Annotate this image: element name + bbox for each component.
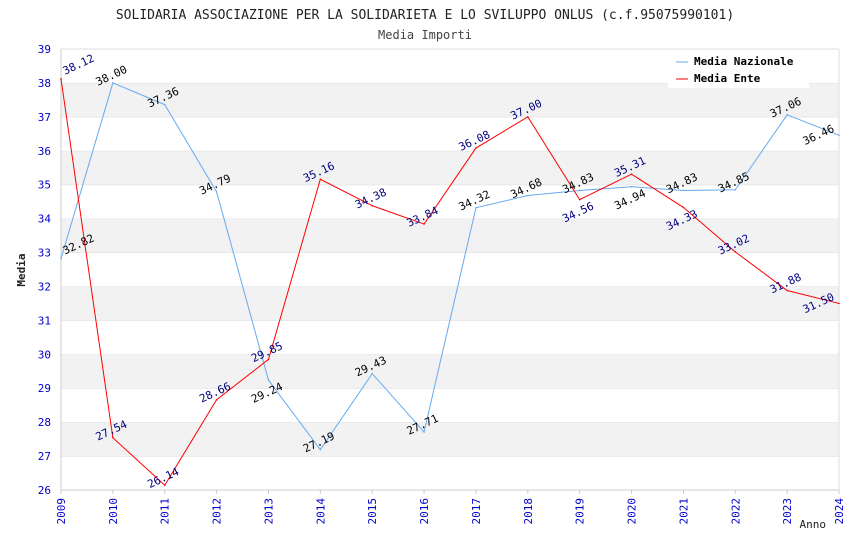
data-point bbox=[423, 431, 425, 433]
data-point bbox=[112, 436, 114, 439]
band bbox=[61, 422, 839, 457]
x-tick-label: 2022 bbox=[729, 498, 742, 525]
band bbox=[61, 218, 839, 253]
data-point bbox=[267, 358, 270, 361]
y-tick-label: 37 bbox=[38, 111, 51, 124]
x-axis-label: Anno bbox=[800, 518, 827, 531]
y-tick-label: 36 bbox=[38, 145, 51, 158]
band bbox=[61, 116, 839, 151]
band bbox=[61, 150, 839, 185]
x-tick-label: 2023 bbox=[781, 498, 794, 525]
x-tick-label: 2011 bbox=[159, 498, 172, 525]
x-tick-label: 2024 bbox=[833, 498, 846, 525]
chart-title: SOLIDARIA ASSOCIAZIONE PER LA SOLIDARIET… bbox=[116, 8, 734, 23]
y-axis-label: Media bbox=[15, 253, 28, 286]
data-point bbox=[682, 206, 685, 209]
x-tick-label: 2010 bbox=[107, 498, 120, 525]
data-point bbox=[630, 185, 633, 188]
data-point bbox=[527, 194, 529, 197]
x-tick-label: 2015 bbox=[366, 498, 379, 525]
data-point bbox=[371, 372, 374, 375]
legend-label-nazionale: Media Nazionale bbox=[694, 55, 794, 68]
data-point bbox=[215, 191, 218, 193]
data-point bbox=[60, 78, 62, 80]
x-tick-label: 2009 bbox=[55, 498, 68, 525]
data-point bbox=[267, 379, 270, 381]
x-tick-label: 2021 bbox=[677, 498, 690, 525]
band bbox=[61, 388, 839, 423]
x-tick-label: 2020 bbox=[626, 498, 639, 525]
band bbox=[61, 354, 839, 389]
chart-subtitle: Media Importi bbox=[378, 28, 472, 42]
data-point bbox=[682, 189, 685, 192]
x-tick-label: 2013 bbox=[262, 498, 275, 525]
data-point bbox=[786, 289, 788, 292]
y-tick-label: 30 bbox=[38, 348, 51, 361]
data-point bbox=[163, 484, 166, 487]
series-line-ente bbox=[60, 78, 840, 487]
y-tick-label: 34 bbox=[38, 213, 52, 226]
data-point bbox=[838, 302, 840, 305]
data-point bbox=[423, 223, 425, 225]
band bbox=[61, 456, 839, 490]
data-point bbox=[734, 251, 737, 253]
x-tick-label: 2018 bbox=[522, 498, 535, 525]
legend: Media Nazionale Media Ente bbox=[668, 50, 809, 88]
data-point bbox=[527, 116, 529, 118]
x-tick-label: 2012 bbox=[211, 498, 224, 525]
y-tick-label: 33 bbox=[38, 247, 51, 260]
y-tick-label: 29 bbox=[38, 382, 51, 395]
band bbox=[61, 252, 839, 287]
band bbox=[61, 320, 839, 355]
data-point bbox=[838, 134, 840, 136]
x-tick-label: 2019 bbox=[574, 498, 587, 525]
data-point bbox=[578, 189, 581, 192]
data-point bbox=[112, 82, 114, 84]
y-tick-label: 27 bbox=[38, 450, 51, 463]
legend-label-ente: Media Ente bbox=[694, 72, 761, 85]
data-point bbox=[319, 448, 322, 451]
y-tick-label: 28 bbox=[38, 416, 51, 429]
x-tick-label: 2016 bbox=[418, 498, 431, 525]
data-point bbox=[60, 257, 62, 260]
y-tick-label: 31 bbox=[38, 314, 51, 327]
band bbox=[61, 82, 839, 117]
data-point bbox=[319, 178, 322, 181]
data-point bbox=[371, 204, 374, 207]
band bbox=[61, 286, 839, 321]
data-point bbox=[734, 188, 737, 191]
data-point bbox=[475, 206, 477, 209]
y-tick-label: 39 bbox=[38, 43, 51, 56]
y-tick-label: 32 bbox=[38, 280, 51, 293]
y-tick-label: 26 bbox=[38, 484, 51, 497]
data-point bbox=[578, 198, 581, 201]
y-tick-label: 35 bbox=[38, 179, 51, 192]
data-point bbox=[475, 147, 477, 149]
y-tick-label: 38 bbox=[38, 77, 51, 90]
data-point bbox=[215, 398, 218, 401]
x-tick-label: 2014 bbox=[314, 498, 327, 525]
x-tick-label: 2017 bbox=[470, 498, 483, 525]
data-point bbox=[163, 103, 166, 106]
data-point bbox=[630, 173, 633, 175]
data-point bbox=[786, 114, 788, 116]
series-line-nazionale bbox=[60, 82, 840, 451]
